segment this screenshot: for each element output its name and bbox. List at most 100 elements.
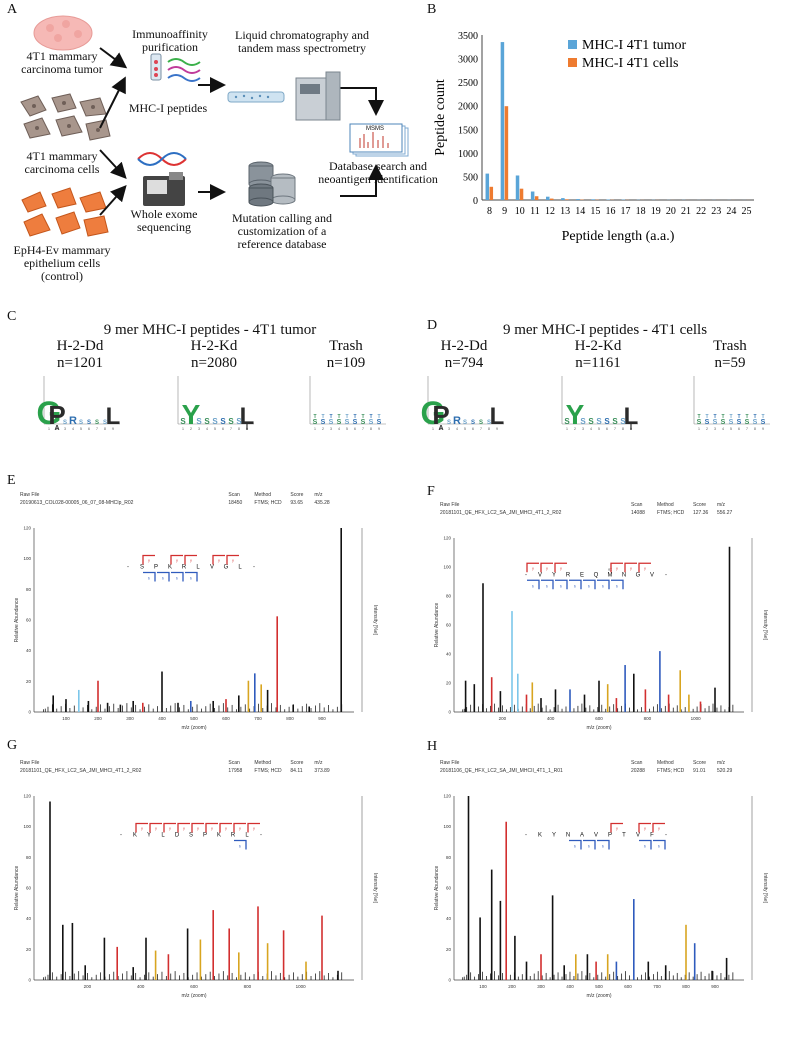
sequencer-icon <box>143 172 185 206</box>
logo-letter-S: S <box>369 419 374 426</box>
logo-letter-S: S <box>212 417 218 426</box>
y-ion-label: y <box>616 826 618 830</box>
logo-letter-R: R <box>453 415 461 427</box>
peptide-residue: M <box>608 572 613 578</box>
logo-letter-S: S <box>729 419 734 426</box>
y-ion-label: y <box>190 558 192 562</box>
b-ion-bracket <box>569 579 582 590</box>
logo-allele: H-2-Dd <box>56 338 104 354</box>
logo-position-label: 3 <box>448 427 450 431</box>
b-ion-bracket <box>653 839 666 850</box>
y-ion-label: y <box>232 558 234 562</box>
logo-letter-S: S <box>313 419 318 426</box>
y-ion-bracket <box>526 562 539 573</box>
b-ion-bracket <box>597 839 610 850</box>
logo-letter-S: S <box>345 419 350 426</box>
sequence-logo-kd: 1 2 3 4 5 6 7 8 9Y LIS S S S S S S <box>177 376 254 432</box>
logo-letter-T: T <box>697 414 700 420</box>
control-label: EpH4-Ev mammary epithelium cells (control) <box>13 243 111 284</box>
x-tick-label: 100 <box>479 984 487 989</box>
x-tick-label: 700 <box>254 716 262 721</box>
y-ion-bracket <box>226 554 239 565</box>
x-tick-label: 18 <box>636 206 646 217</box>
msms-label: MSMS <box>366 126 384 132</box>
peptide-residue: N <box>566 832 570 838</box>
x-axis-label: m/z (zoom) <box>587 993 612 999</box>
y-tick-label: 20 <box>446 681 452 686</box>
x-tick-label: 800 <box>244 984 252 989</box>
spectrum-h: Raw File 20181106_QE_HFX_LC2_SA_JMI_MHCII… <box>434 760 768 999</box>
peptide-length-chart: 0 500 1000 1500 2000 2500 3000 3500 8 9 10 11 12 13 14… <box>433 31 754 244</box>
logo-position-label: 6 <box>88 427 90 431</box>
x-tick-label: 11 <box>530 206 540 217</box>
x-tick-label: 800 <box>682 984 690 989</box>
cells-illustration <box>20 93 111 141</box>
y-tick-label: 0 <box>473 196 478 207</box>
logo-letter-S: S <box>228 417 234 426</box>
score-value: 93.65 <box>290 500 303 506</box>
b-ion-bracket <box>569 839 582 850</box>
mz-label: m/z <box>717 760 726 766</box>
logo-letter-T: T <box>321 414 324 420</box>
y-tick-label: 40 <box>26 648 32 653</box>
y-tick-label: 60 <box>446 886 452 891</box>
x-tick-label: 500 <box>190 716 198 721</box>
peptide-residue: V <box>636 832 640 838</box>
logo-letter-S: S <box>471 420 475 426</box>
x-tick-label: 400 <box>547 716 555 721</box>
dna-icon <box>137 152 187 166</box>
x-tick-label: 400 <box>566 984 574 989</box>
y-tick-label: 3000 <box>458 55 478 66</box>
y-ion-bracket <box>163 822 176 833</box>
y-ion-bracket <box>135 822 148 833</box>
method-value: FTMS; HCD <box>254 768 282 774</box>
logo-letter-S: S <box>753 419 758 426</box>
peptide-residue: L <box>238 564 242 570</box>
logo-letter-A: A <box>54 425 59 432</box>
peptide-residue: Y <box>552 572 556 578</box>
b-ion-label: b <box>588 844 590 848</box>
peptide-residue: G <box>636 572 641 578</box>
y-tick-label: 20 <box>446 947 452 952</box>
y-ion-label: y <box>239 826 241 830</box>
x-tick-label: 800 <box>644 716 652 721</box>
logo-position-label: 5 <box>346 427 348 431</box>
y-tick-label: 80 <box>26 587 32 592</box>
logo-letter-T: T <box>377 414 380 420</box>
y-tick-label: 120 <box>443 794 451 799</box>
logo-position-label: 1 <box>432 427 434 431</box>
logo-letter-S: S <box>236 417 242 426</box>
peptide-residue: Y <box>552 832 556 838</box>
y-tick-label: 2000 <box>458 102 478 113</box>
logo-count: n=1201 <box>57 354 103 371</box>
logo-position-label: 1 <box>182 427 184 431</box>
logo-position-label: 3 <box>714 427 716 431</box>
logo-position-label: 6 <box>606 427 608 431</box>
y-ion-label: y <box>560 566 562 570</box>
y-tick-label: 0 <box>28 710 31 715</box>
peptide-residue: L <box>161 832 165 838</box>
logo-position-label: 3 <box>330 427 332 431</box>
logo-position-label: 9 <box>762 427 764 431</box>
method-label: Method <box>254 760 271 766</box>
scan-label: Scan <box>631 760 643 766</box>
oxidation-mark: ox <box>608 567 612 571</box>
logo-position-label: 8 <box>370 427 372 431</box>
y-ion-label: y <box>658 826 660 830</box>
logo-position-label: 9 <box>496 427 498 431</box>
logo-position-label: 6 <box>738 427 740 431</box>
lc-label: Liquid chromatography and tandem mass spe… <box>235 28 369 56</box>
x-tick-label: 200 <box>508 984 516 989</box>
logo-position-label: 8 <box>622 427 624 431</box>
peptide-residue: T <box>622 832 626 838</box>
logo-position-label: 7 <box>96 427 98 431</box>
logo-position-label: 8 <box>104 427 106 431</box>
y-ion-bracket <box>149 822 162 833</box>
x-tick-label: 200 <box>84 984 92 989</box>
logo-letter-S: S <box>479 420 483 426</box>
peptide-residue: P <box>154 564 158 570</box>
logo-letter-A: A <box>438 425 443 432</box>
logo-allele: Trash <box>329 338 363 354</box>
y-tick-label: 20 <box>26 679 32 684</box>
peptide-residue: - <box>665 572 667 578</box>
